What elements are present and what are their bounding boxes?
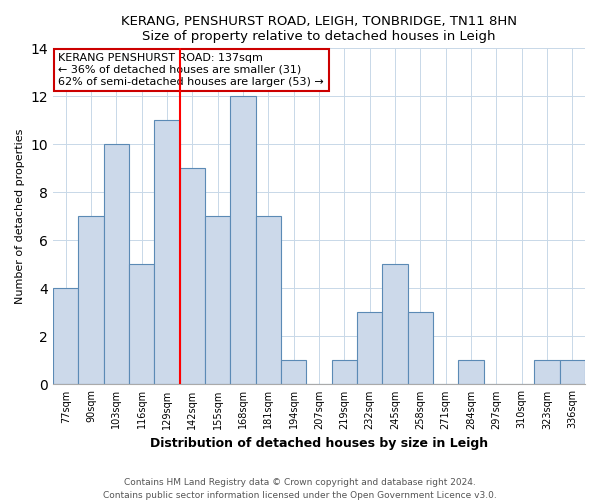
Bar	[357, 312, 382, 384]
Bar	[230, 96, 256, 385]
Bar	[154, 120, 179, 384]
Bar	[407, 312, 433, 384]
Bar	[458, 360, 484, 384]
Bar	[281, 360, 307, 384]
Bar	[179, 168, 205, 384]
Bar	[332, 360, 357, 384]
Bar	[129, 264, 154, 384]
Bar	[53, 288, 79, 384]
Title: KERANG, PENSHURST ROAD, LEIGH, TONBRIDGE, TN11 8HN
Size of property relative to : KERANG, PENSHURST ROAD, LEIGH, TONBRIDGE…	[121, 15, 517, 43]
Bar	[560, 360, 585, 384]
Bar	[104, 144, 129, 384]
Bar	[256, 216, 281, 384]
Y-axis label: Number of detached properties: Number of detached properties	[15, 128, 25, 304]
Bar	[205, 216, 230, 384]
Bar	[79, 216, 104, 384]
Bar	[535, 360, 560, 384]
Text: Contains HM Land Registry data © Crown copyright and database right 2024.
Contai: Contains HM Land Registry data © Crown c…	[103, 478, 497, 500]
Text: KERANG PENSHURST ROAD: 137sqm
← 36% of detached houses are smaller (31)
62% of s: KERANG PENSHURST ROAD: 137sqm ← 36% of d…	[58, 54, 324, 86]
X-axis label: Distribution of detached houses by size in Leigh: Distribution of detached houses by size …	[150, 437, 488, 450]
Bar	[382, 264, 407, 384]
